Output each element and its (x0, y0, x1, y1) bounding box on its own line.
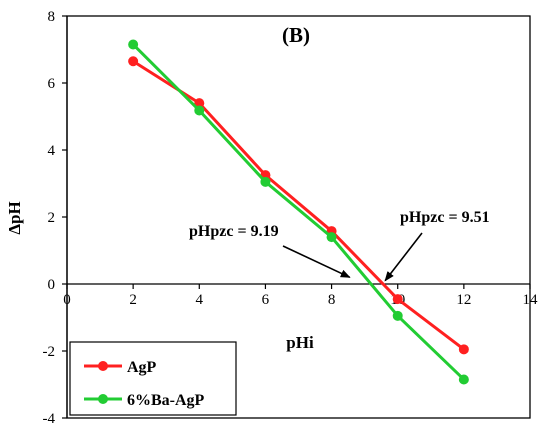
x-tick-label: 0 (63, 292, 71, 308)
annotation-arrow-2 (384, 232, 423, 282)
data-point (128, 39, 139, 50)
annotation-pzc-2: pHpzc = 9.51 (400, 209, 490, 226)
data-point (326, 232, 337, 243)
data-point (194, 98, 205, 109)
annotation-layer: pHpzc = 9.19 pHpzc = 9.51 (189, 209, 490, 282)
annotation-pzc-1: pHpzc = 9.19 (189, 223, 279, 240)
y-axis-title: ΔpH (5, 201, 24, 234)
legend: AgP 6%Ba-AgP (69, 341, 237, 416)
x-tick-label: 14 (523, 292, 539, 308)
legend-label: 6%Ba-AgP (127, 392, 205, 409)
y-tick-label: -4 (43, 411, 56, 427)
data-point (392, 310, 403, 321)
y-tick-label: 0 (48, 277, 56, 293)
data-point (260, 176, 271, 187)
legend-swatch-marker (98, 361, 108, 371)
series-line (132, 59, 465, 351)
data-point (194, 105, 205, 116)
series-line (132, 43, 465, 381)
x-tick-label: 2 (129, 292, 137, 308)
data-point (128, 56, 139, 67)
x-tick-label: 12 (456, 292, 471, 308)
series-0 (128, 56, 469, 355)
legend-box (69, 341, 237, 416)
y-tick-label: -2 (43, 344, 56, 360)
panel-label: (B) (282, 23, 310, 47)
y-tick-label: 4 (48, 143, 56, 159)
legend-swatch-marker (98, 394, 108, 404)
data-point (458, 374, 469, 385)
series-layer (128, 39, 469, 385)
y-tick-label: 8 (48, 9, 56, 25)
y-tick-label: 2 (48, 210, 56, 226)
legend-label: AgP (127, 359, 157, 376)
x-tick-label: 4 (196, 292, 204, 308)
x-tick-label: 6 (262, 292, 270, 308)
annotation-arrow-1 (282, 245, 351, 279)
x-tick-label: 8 (328, 292, 336, 308)
series-1 (128, 39, 469, 385)
data-point (392, 294, 403, 305)
y-tick-label: 6 (48, 76, 56, 92)
data-point (458, 344, 469, 355)
x-axis-title: pHi (286, 333, 314, 352)
